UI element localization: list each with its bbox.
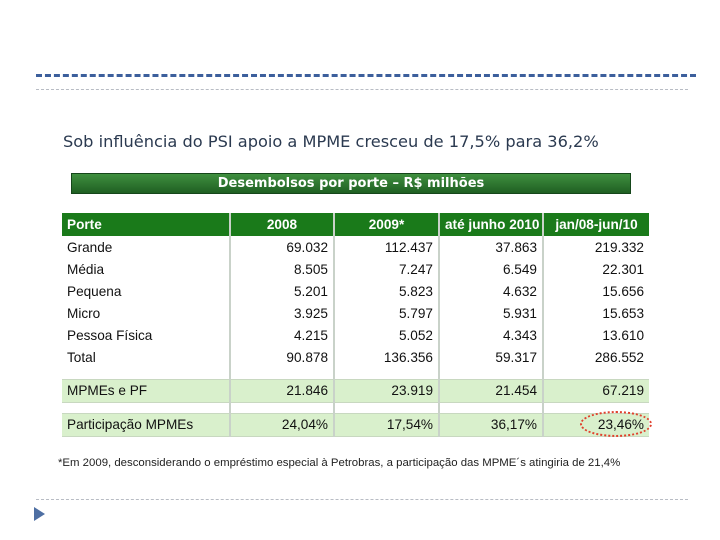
bottom-thin-divider [36, 499, 688, 500]
row-label: Pequena [67, 283, 122, 299]
cell-value: 67.219 [542, 378, 649, 403]
cell-value: 15.656 [542, 280, 649, 302]
cell-value: 5.052 [333, 324, 439, 346]
table-row: Pequena 5.201 5.823 4.632 15.656 [62, 280, 649, 302]
cell-value: 13.610 [542, 324, 649, 346]
slide-headline: Sob influência do PSI apoio a MPME cresc… [63, 132, 599, 151]
cell-value: 7.247 [333, 258, 439, 280]
cell-value: 4.215 [229, 324, 334, 346]
disbursement-table: Porte 2008 2009* até junho 2010 jan/08-j… [62, 213, 649, 437]
table-banner: Desembolsos por porte – R$ milhões [71, 173, 631, 194]
header-jun-2010: até junho 2010 [438, 213, 543, 236]
table-row: Pessoa Física 4.215 5.052 4.343 13.610 [62, 324, 649, 346]
cell-value: 24,04% [229, 412, 334, 437]
table-row: Média 8.505 7.247 6.549 22.301 [62, 258, 649, 280]
cell-value: 5.823 [333, 280, 439, 302]
cell-value: 136.356 [333, 346, 439, 368]
cell-value: 6.549 [438, 258, 543, 280]
row-label: Total [67, 349, 96, 365]
table-row-mpme-pf: MPMEs e PF 21.846 23.919 21.454 67.219 [62, 378, 649, 403]
cell-value: 21.454 [438, 378, 543, 403]
cell-value: 90.878 [229, 346, 334, 368]
cell-value: 15.653 [542, 302, 649, 324]
top-thin-divider [36, 89, 688, 90]
cell-value: 286.552 [542, 346, 649, 368]
row-label: Grande [67, 239, 113, 255]
cell-value: 23.919 [333, 378, 439, 403]
cell-value: 5.931 [438, 302, 543, 324]
cell-value: 37.863 [438, 236, 543, 258]
row-label: Média [67, 261, 105, 277]
cell-value: 59.317 [438, 346, 543, 368]
play-arrow-icon[interactable] [34, 507, 45, 521]
row-label: Pessoa Física [67, 327, 153, 343]
row-label: MPMEs e PF [62, 378, 230, 403]
table-header-row: Porte 2008 2009* até junho 2010 jan/08-j… [62, 213, 649, 236]
row-spacer [62, 402, 649, 413]
cell-value: 22.301 [542, 258, 649, 280]
cell-value: 5.201 [229, 280, 334, 302]
row-label: Participação MPMEs [62, 412, 230, 437]
cell-value: 36,17% [438, 412, 543, 437]
cell-value: 21.846 [229, 378, 334, 403]
cell-value: 4.343 [438, 324, 543, 346]
cell-value: 4.632 [438, 280, 543, 302]
table-row: Micro 3.925 5.797 5.931 15.653 [62, 302, 649, 324]
header-2009: 2009* [333, 213, 439, 236]
table-row-total: Total 90.878 136.356 59.317 286.552 [62, 346, 649, 368]
footnote: *Em 2009, desconsiderando o empréstimo e… [58, 457, 621, 469]
table-row: Grande 69.032 112.437 37.863 219.332 [62, 236, 649, 258]
cell-value: 219.332 [542, 236, 649, 258]
cell-value: 112.437 [333, 236, 439, 258]
cell-value: 69.032 [229, 236, 334, 258]
row-label: Micro [67, 305, 101, 321]
cell-value: 3.925 [229, 302, 334, 324]
table-row-participacao: Participação MPMEs 24,04% 17,54% 36,17% … [62, 412, 649, 437]
row-spacer [62, 368, 649, 379]
header-cumulative: jan/08-jun/10 [542, 213, 649, 236]
top-divider [36, 74, 696, 77]
header-porte: Porte [62, 213, 230, 236]
cell-value: 8.505 [229, 258, 334, 280]
cell-value: 5.797 [333, 302, 439, 324]
header-2008: 2008 [229, 213, 334, 236]
highlight-circle [580, 411, 652, 437]
cell-value: 17,54% [333, 412, 439, 437]
